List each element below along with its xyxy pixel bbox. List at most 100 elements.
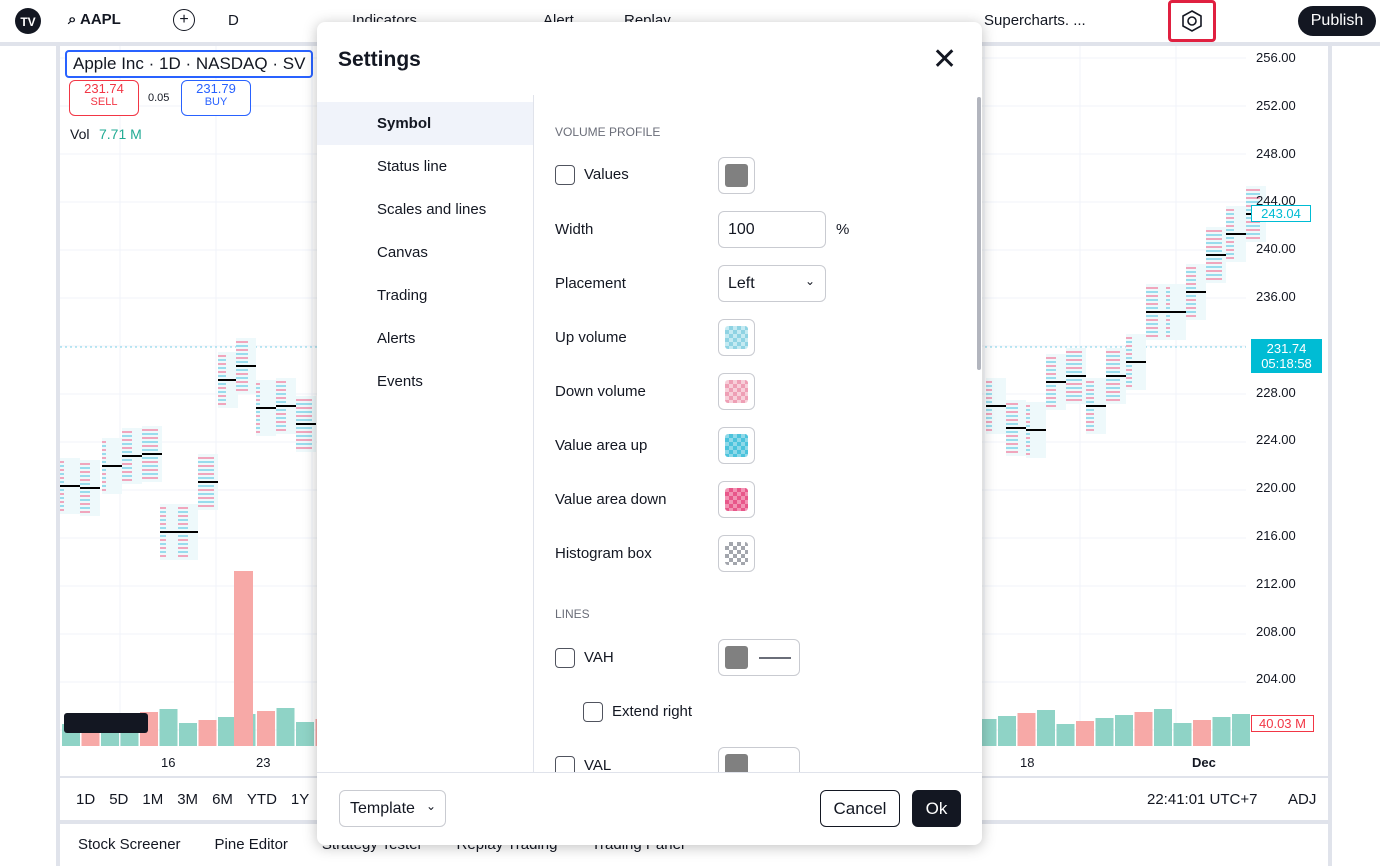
cancel-button[interactable]: Cancel — [820, 790, 900, 827]
label: Extend right — [612, 703, 693, 720]
placement-select[interactable]: Left ⌄ — [718, 265, 826, 302]
chart-decor — [1115, 715, 1133, 746]
template-button[interactable]: Template ⌄ — [339, 790, 446, 827]
add-symbol[interactable]: + — [173, 9, 195, 31]
nav-label: Trading — [377, 287, 428, 304]
chevron: ⌄ — [805, 274, 816, 288]
nav-label: Scales and lines — [377, 201, 487, 218]
range-button[interactable]: YTD — [246, 791, 277, 808]
spread: 0.05 — [148, 92, 170, 104]
nav-list: Symbol Status line Scales and lines Canvas T… — [317, 102, 533, 403]
layout-name[interactable]: Supercharts. ... — [984, 12, 1086, 29]
bottom-tab[interactable]: Stock Screener — [78, 836, 181, 853]
chart-decor — [1017, 713, 1036, 746]
label: Up volume — [555, 329, 627, 346]
symbol: AAPL — [80, 11, 121, 28]
nav-item[interactable]: Symbol — [317, 102, 533, 145]
line-style[interactable] — [718, 747, 800, 772]
chart-decor — [1037, 710, 1055, 746]
color-swatch[interactable] — [718, 427, 755, 464]
price-tick: 236.00 — [1256, 289, 1296, 304]
section-heading: LINES — [555, 607, 590, 621]
divider — [533, 95, 534, 772]
settings-button[interactable] — [1168, 0, 1216, 42]
nav-item[interactable]: Alerts — [317, 317, 533, 360]
publish[interactable]: Publish — [1298, 6, 1376, 36]
label: VAL — [584, 757, 612, 772]
sell-button[interactable]: 231.74 SELL — [69, 80, 139, 116]
color-swatch[interactable] — [718, 319, 755, 356]
scrollbar — [977, 97, 981, 370]
price-tick: 216.00 — [1256, 528, 1296, 543]
color-swatch[interactable] — [718, 157, 755, 194]
bottom-tab[interactable]: Pine Editor — [214, 836, 288, 853]
range-list: 1D 5D 1M 3M 6M YTD 1Y — [76, 791, 309, 808]
chart-decor — [1134, 712, 1153, 746]
line-style[interactable] — [718, 639, 800, 676]
checkbox[interactable] — [583, 702, 603, 722]
chart-decor — [1232, 714, 1250, 746]
right-sidebar — [1332, 46, 1380, 866]
sell-price: 231.74 — [84, 81, 124, 96]
nav-label: Events — [377, 373, 423, 390]
buy-price: 231.79 — [196, 81, 236, 96]
ok-button[interactable]: Ok — [912, 790, 961, 827]
range-button[interactable]: 1Y — [290, 791, 310, 808]
legend-title[interactable]: Apple Inc · 1D · NASDAQ · SV — [65, 50, 314, 78]
chevron: ⌄ — [426, 799, 437, 813]
range-button[interactable]: 3M — [177, 791, 199, 808]
price-tick: 256.00 — [1256, 50, 1296, 65]
checkbox[interactable] — [555, 648, 575, 668]
nav-item[interactable]: Canvas — [317, 231, 533, 274]
content: VOLUME PROFILE Values Width 100 % Placem… — [534, 95, 974, 772]
svg-text:TV: TV — [20, 15, 35, 29]
width-input[interactable]: 100 — [718, 211, 826, 248]
range-button[interactable]: 6M — [212, 791, 233, 808]
chart-decor — [1154, 709, 1172, 746]
color-swatch[interactable] — [718, 373, 755, 410]
symbol-search[interactable]: ⌕ AAPL — [68, 11, 121, 28]
time-tick: 16 — [161, 755, 176, 770]
clock: 22:41:01 UTC+7 — [1147, 791, 1258, 808]
close-button[interactable]: ✕ — [932, 43, 958, 76]
time-tick: 18 — [1020, 755, 1035, 770]
label: Down volume — [555, 383, 646, 400]
select-value: Left — [728, 274, 755, 292]
chart-decor — [159, 709, 178, 746]
label: Histogram box — [555, 545, 652, 562]
template-label: Template — [350, 799, 415, 817]
sell-label: SELL — [90, 96, 118, 108]
chart-decor — [218, 717, 236, 746]
range-button[interactable]: 1D — [76, 791, 96, 808]
vol-value: 7.71 M — [99, 126, 142, 142]
vol-label: Vol — [70, 126, 90, 142]
price-tick: 204.00 — [1256, 671, 1296, 687]
unit: % — [836, 221, 850, 238]
nav-item[interactable]: Trading — [317, 274, 533, 317]
adj[interactable]: ADJ — [1288, 791, 1317, 808]
chart-decor — [978, 719, 997, 746]
range-button[interactable]: 5D — [109, 791, 129, 808]
range-button[interactable]: 1M — [142, 791, 164, 808]
nav-item[interactable]: Status line — [317, 145, 533, 188]
price-tick: 244.00 — [1256, 193, 1296, 209]
label: VAH — [584, 649, 614, 666]
buy-button[interactable]: 231.79 BUY — [181, 80, 251, 116]
last-price: 243.04 — [1251, 205, 1311, 222]
logo[interactable]: TV — [12, 8, 44, 34]
color-swatch[interactable] — [718, 535, 755, 572]
section-heading: VOLUME PROFILE — [555, 125, 661, 139]
time-tick: Dec — [1192, 755, 1216, 770]
time-tick: 23 — [256, 755, 271, 770]
chart-decor — [64, 713, 148, 733]
interval[interactable]: D — [228, 12, 239, 29]
nav-item[interactable]: Events — [317, 360, 533, 403]
checkbox[interactable] — [555, 165, 575, 185]
nav-item[interactable]: Scales and lines — [317, 188, 533, 231]
volume-label: 40.03 M — [1251, 715, 1314, 732]
checkbox[interactable] — [555, 756, 575, 772]
color-swatch[interactable] — [718, 481, 755, 518]
price-tick: 212.00 — [1256, 575, 1296, 591]
price-tick: 240.00 — [1256, 241, 1296, 257]
